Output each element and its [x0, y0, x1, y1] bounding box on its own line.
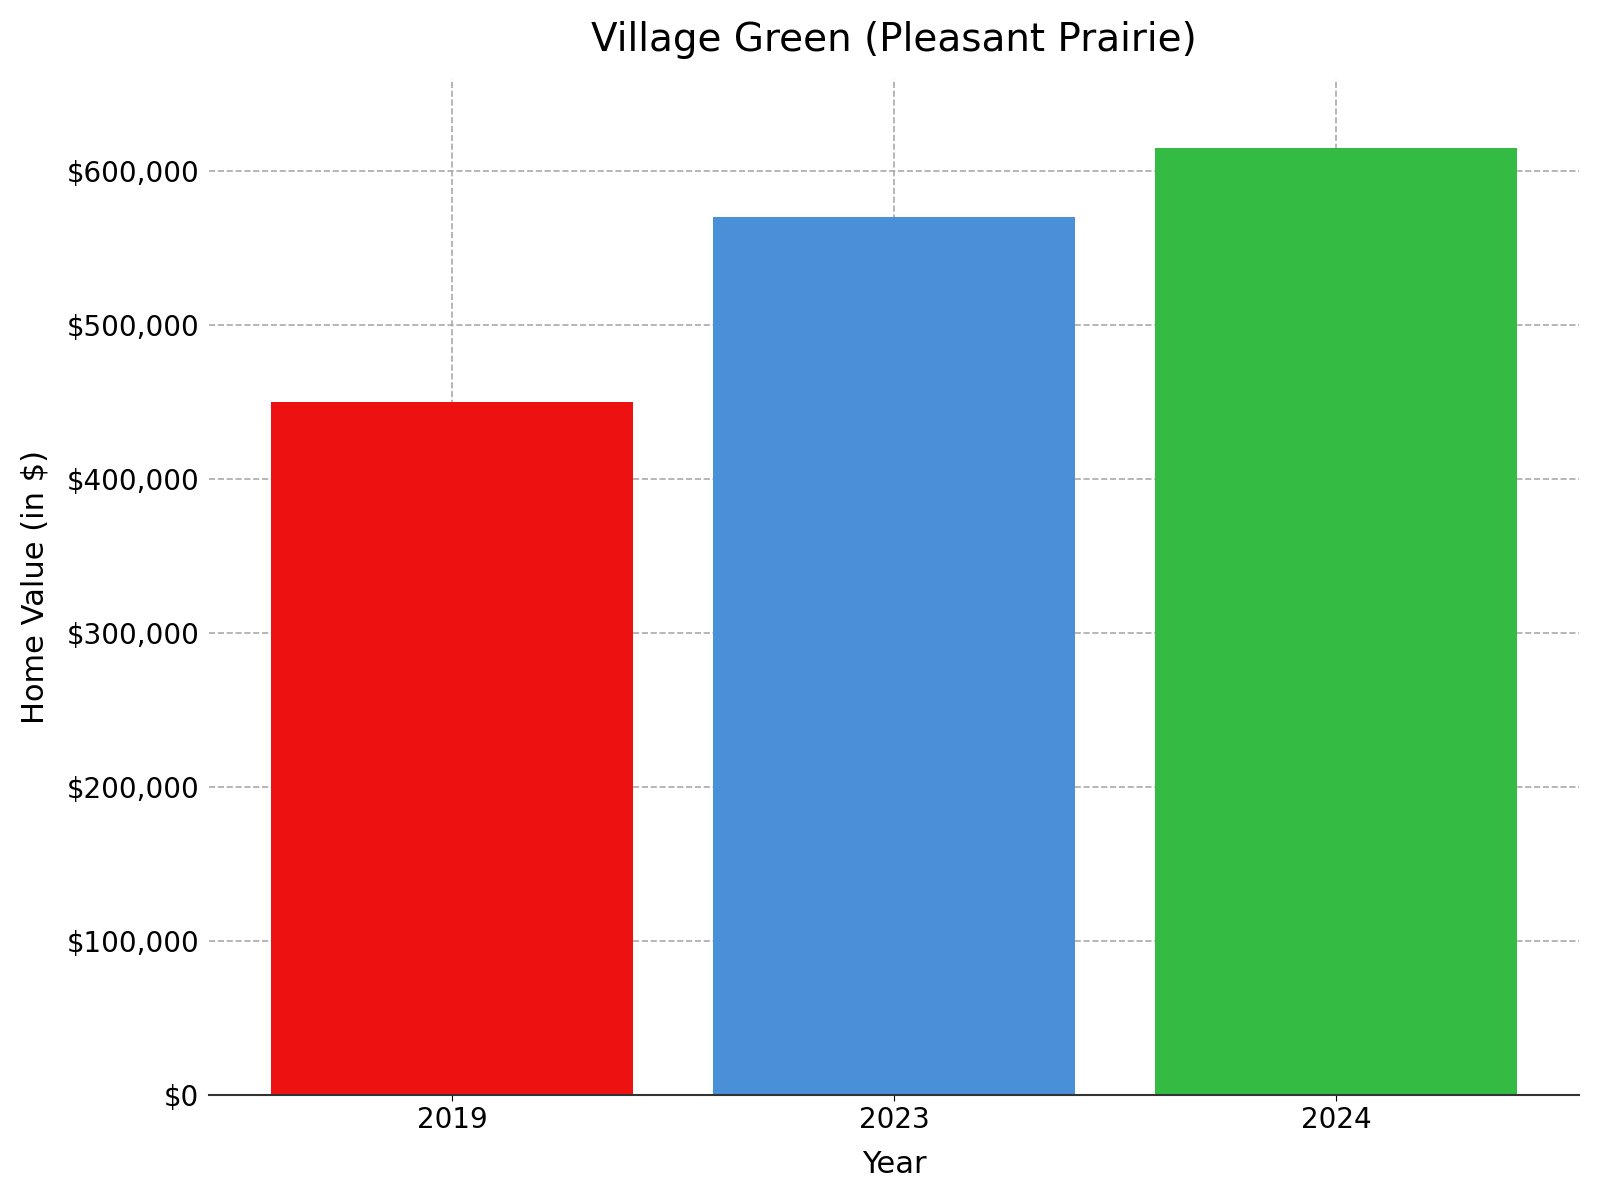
Title: Village Green (Pleasant Prairie): Village Green (Pleasant Prairie)	[592, 20, 1197, 59]
Y-axis label: Home Value (in $): Home Value (in $)	[21, 450, 50, 724]
Bar	[270, 402, 634, 1096]
X-axis label: Year: Year	[862, 1150, 926, 1180]
Bar	[1155, 148, 1517, 1096]
Bar	[714, 217, 1075, 1096]
